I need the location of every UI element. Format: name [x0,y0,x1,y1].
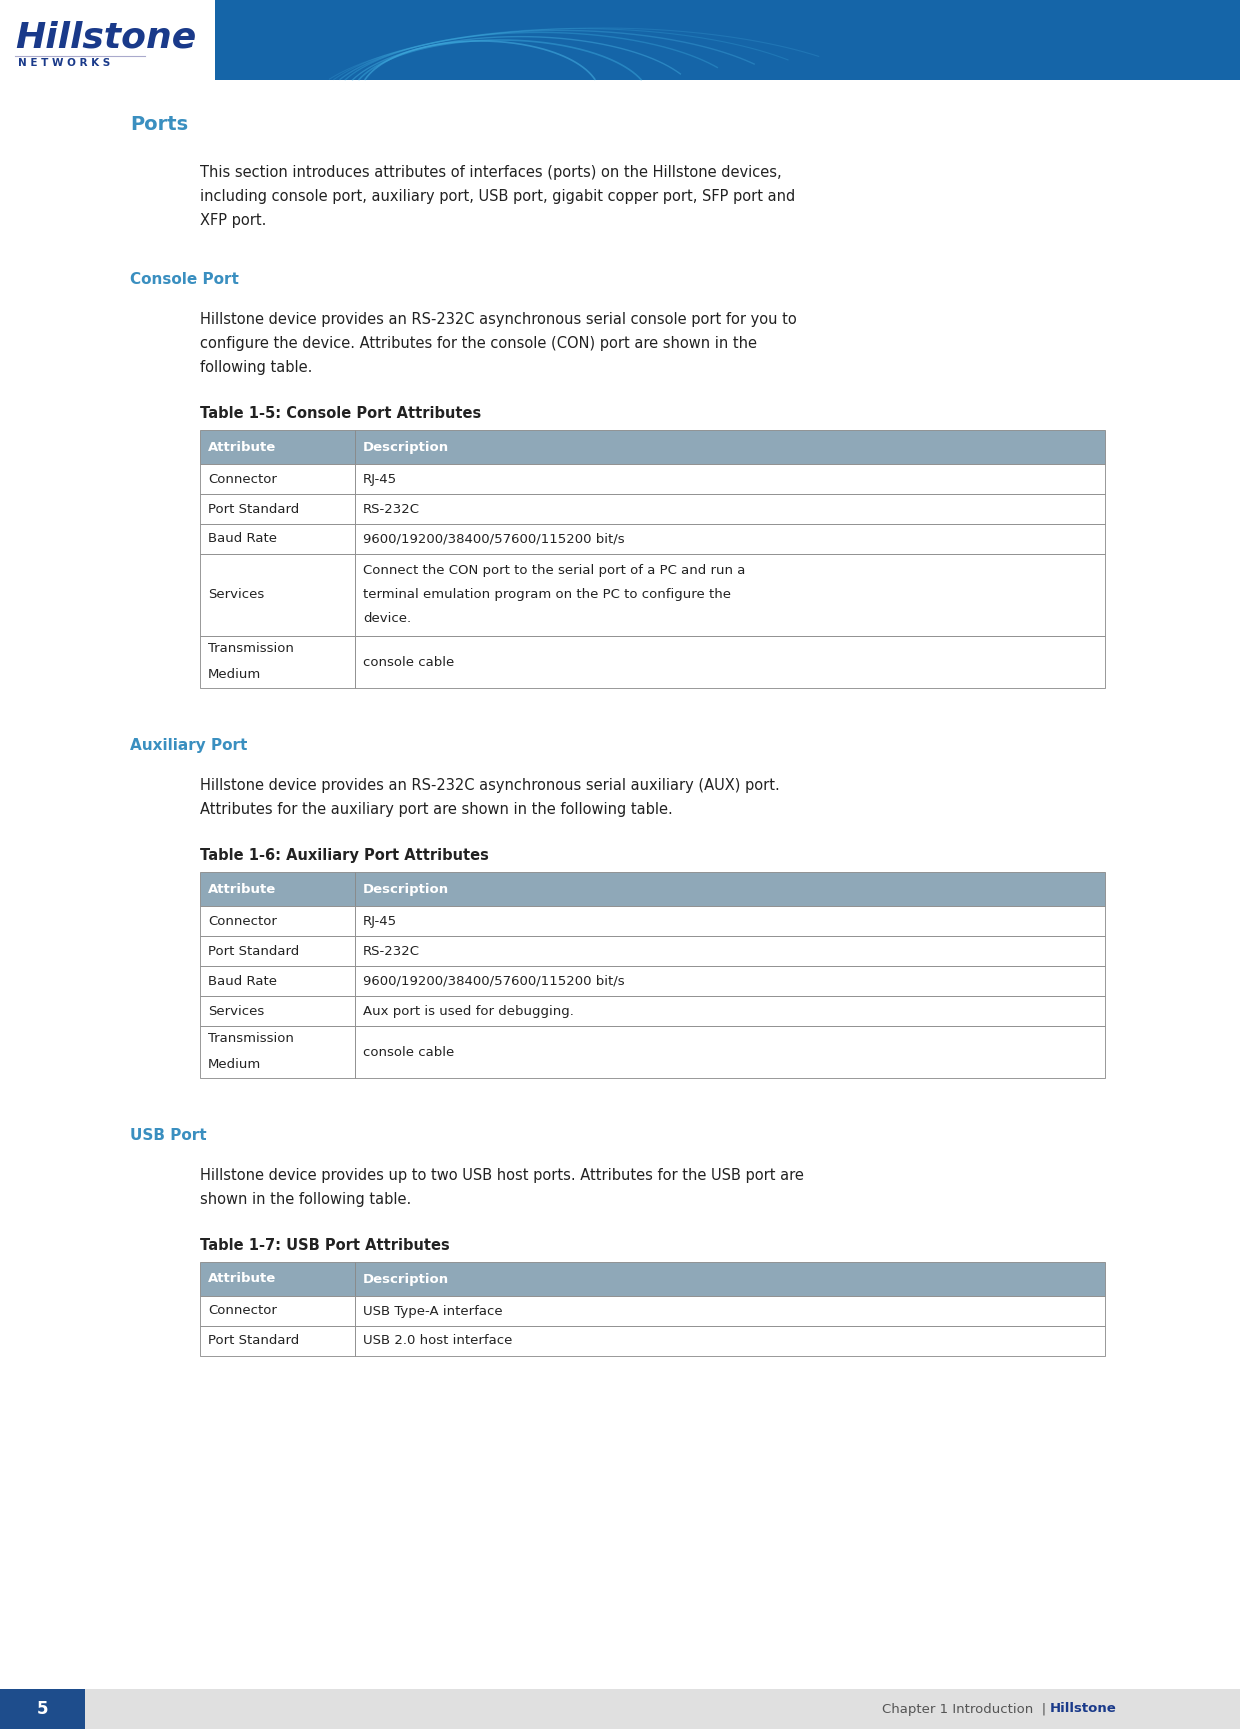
Text: shown in the following table.: shown in the following table. [200,1191,412,1207]
Text: XFP port.: XFP port. [200,213,267,228]
Text: Hillstone device provides an RS-232C asynchronous serial auxiliary (AUX) port.: Hillstone device provides an RS-232C asy… [200,778,780,794]
Text: Services: Services [208,588,264,602]
Bar [200,431,355,463]
Text: Ports: Ports [130,116,188,135]
Text: Hillstone device provides an RS-232C asynchronous serial console port for you to: Hillstone device provides an RS-232C asy… [200,311,797,327]
Text: Hillstone: Hillstone [1050,1703,1117,1715]
Bar [355,996,1105,1025]
Text: Transmission: Transmission [208,1032,294,1046]
Text: Description: Description [363,441,449,453]
Text: Medium: Medium [208,1058,262,1072]
Text: Connector: Connector [208,472,277,486]
Text: Table 1-7: USB Port Attributes: Table 1-7: USB Port Attributes [200,1238,450,1254]
Text: Connector: Connector [208,915,277,927]
Bar [355,967,1105,996]
Text: Console Port: Console Port [130,271,239,287]
Bar [200,996,355,1025]
Bar [200,1326,355,1356]
Text: Medium: Medium [208,669,262,681]
Bar [200,906,355,935]
Text: N E T W O R K S: N E T W O R K S [19,59,110,67]
Text: Attribute: Attribute [208,441,277,453]
Bar [355,1326,1105,1356]
Text: Table 1-6: Auxiliary Port Attributes: Table 1-6: Auxiliary Port Attributes [200,847,489,863]
Text: Attributes for the auxiliary port are shown in the following table.: Attributes for the auxiliary port are sh… [200,802,673,818]
Text: device.: device. [363,612,412,624]
Text: console cable: console cable [363,655,454,669]
Bar [200,1262,355,1297]
Text: Attribute: Attribute [208,882,277,896]
Text: RS-232C: RS-232C [363,503,420,515]
Bar [355,935,1105,967]
Bar [355,1297,1105,1326]
Text: Hillstone: Hillstone [15,21,196,54]
Text: console cable: console cable [363,1046,454,1058]
Text: Baud Rate: Baud Rate [208,533,277,546]
Text: Baud Rate: Baud Rate [208,975,277,987]
Bar [0,0,215,80]
Text: USB Type-A interface: USB Type-A interface [363,1304,502,1317]
Bar [355,524,1105,553]
Text: RS-232C: RS-232C [363,944,420,958]
Bar [355,1025,1105,1077]
Bar [200,1297,355,1326]
Text: Transmission: Transmission [208,643,294,655]
Bar [355,906,1105,935]
Text: 5: 5 [36,1700,48,1719]
Bar [200,871,355,906]
Text: This section introduces attributes of interfaces (ports) on the Hillstone device: This section introduces attributes of in… [200,164,781,180]
Text: Services: Services [208,1005,264,1017]
Text: Aux port is used for debugging.: Aux port is used for debugging. [363,1005,574,1017]
Text: Hillstone device provides up to two USB host ports. Attributes for the USB port : Hillstone device provides up to two USB … [200,1169,804,1183]
Text: including console port, auxiliary port, USB port, gigabit copper port, SFP port : including console port, auxiliary port, … [200,188,795,204]
Bar [355,871,1105,906]
Bar [215,0,1240,80]
Bar [200,935,355,967]
Text: RJ-45: RJ-45 [363,915,397,927]
Text: USB 2.0 host interface: USB 2.0 host interface [363,1335,512,1347]
Text: following table.: following table. [200,360,312,375]
Text: Port Standard: Port Standard [208,503,299,515]
Bar [200,1025,355,1077]
Bar [355,1262,1105,1297]
Text: 9600/19200/38400/57600/115200 bit/s: 9600/19200/38400/57600/115200 bit/s [363,975,625,987]
Text: Description: Description [363,1273,449,1285]
Text: Description: Description [363,882,449,896]
Text: terminal emulation program on the PC to configure the: terminal emulation program on the PC to … [363,588,732,602]
Text: Table 1-5: Console Port Attributes: Table 1-5: Console Port Attributes [200,406,481,420]
Bar [0,1689,86,1729]
Text: Attribute: Attribute [208,1273,277,1285]
Bar [355,431,1105,463]
Bar [355,553,1105,636]
Bar [200,463,355,494]
Text: 9600/19200/38400/57600/115200 bit/s: 9600/19200/38400/57600/115200 bit/s [363,533,625,546]
Bar [200,524,355,553]
Bar [86,1689,1240,1729]
Text: Port Standard: Port Standard [208,944,299,958]
Text: configure the device. Attributes for the console (CON) port are shown in the: configure the device. Attributes for the… [200,335,756,351]
Text: Connector: Connector [208,1304,277,1317]
Bar [355,494,1105,524]
Bar [200,967,355,996]
Text: USB Port: USB Port [130,1127,207,1143]
Bar [355,636,1105,688]
Bar [355,463,1105,494]
Bar [200,553,355,636]
Text: Chapter 1 Introduction  |: Chapter 1 Introduction | [882,1703,1050,1715]
Bar [200,636,355,688]
Text: Port Standard: Port Standard [208,1335,299,1347]
Bar [200,494,355,524]
Text: RJ-45: RJ-45 [363,472,397,486]
Text: Auxiliary Port: Auxiliary Port [130,738,247,754]
Text: Connect the CON port to the serial port of a PC and run a: Connect the CON port to the serial port … [363,564,745,577]
